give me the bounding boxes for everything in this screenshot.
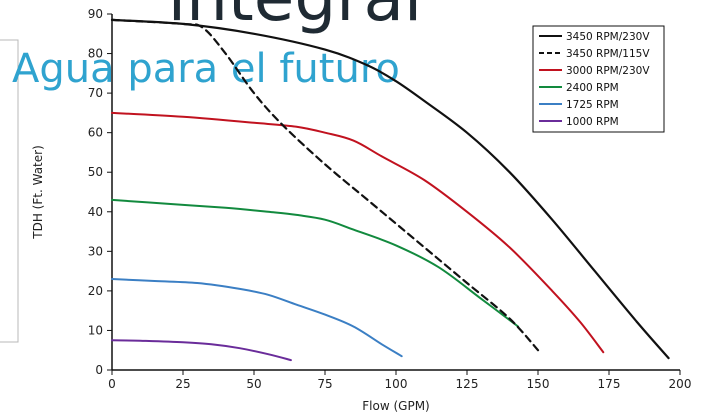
series-line-1000-rpm bbox=[111, 339, 292, 362]
y-tick-label: 70 bbox=[88, 86, 103, 100]
legend-label-3000-rpm-230v: 3000 RPM/230V bbox=[566, 65, 650, 77]
watermark-tagline: Agua para el futuro bbox=[12, 46, 400, 92]
y-tick-label: 30 bbox=[88, 244, 103, 258]
x-tick-label: 125 bbox=[456, 377, 479, 391]
x-tick-label: 25 bbox=[175, 377, 190, 391]
series-line-2400-rpm bbox=[111, 198, 520, 328]
y-tick-label: 50 bbox=[88, 165, 103, 179]
y-tick-label: 60 bbox=[88, 126, 103, 140]
legend-label-2400-rpm: 2400 RPM bbox=[566, 82, 619, 94]
x-tick-label: 0 bbox=[108, 377, 116, 391]
y-tick-label: 40 bbox=[88, 205, 103, 219]
series-line-3450-rpm-230v bbox=[110, 18, 670, 360]
y-tick-label: 10 bbox=[88, 323, 103, 337]
background-frame bbox=[0, 39, 19, 343]
x-tick-label: 75 bbox=[317, 377, 332, 391]
legend: 3450 RPM/230V 3450 RPM/115V 3000 RPM/230V 2… bbox=[532, 25, 665, 133]
y-tick-label: 20 bbox=[88, 284, 103, 298]
series-line-3000-rpm-230v bbox=[111, 111, 605, 354]
x-tick-label: 100 bbox=[385, 377, 408, 391]
watermark: integral Agua para el futuro bbox=[12, 0, 422, 92]
series-line-3450-rpm-115v bbox=[110, 18, 540, 352]
y-tick-label: 80 bbox=[88, 47, 103, 61]
x-axis-title: Flow (GPM) bbox=[362, 399, 429, 413]
x-tick-label: 200 bbox=[669, 377, 692, 391]
y-tick-label: 90 bbox=[88, 7, 103, 21]
x-tick-label: 150 bbox=[527, 377, 550, 391]
legend-label-1725-rpm: 1725 RPM bbox=[566, 99, 619, 111]
x-tick-label: 175 bbox=[598, 377, 621, 391]
y-tick-label: 0 bbox=[95, 363, 103, 377]
watermark-brand: integral bbox=[168, 0, 422, 36]
y-axis-title: TDH (Ft. Water) bbox=[31, 145, 45, 239]
legend-label-1000-rpm: 1000 RPM bbox=[566, 116, 619, 128]
legend-label-3450-rpm-115v: 3450 RPM/115V bbox=[566, 48, 650, 60]
x-tick-label: 50 bbox=[246, 377, 261, 391]
legend-label-3450-rpm-230v: 3450 RPM/230V bbox=[566, 31, 650, 43]
legend-box bbox=[532, 25, 665, 133]
series-line-1725-rpm bbox=[111, 278, 403, 358]
